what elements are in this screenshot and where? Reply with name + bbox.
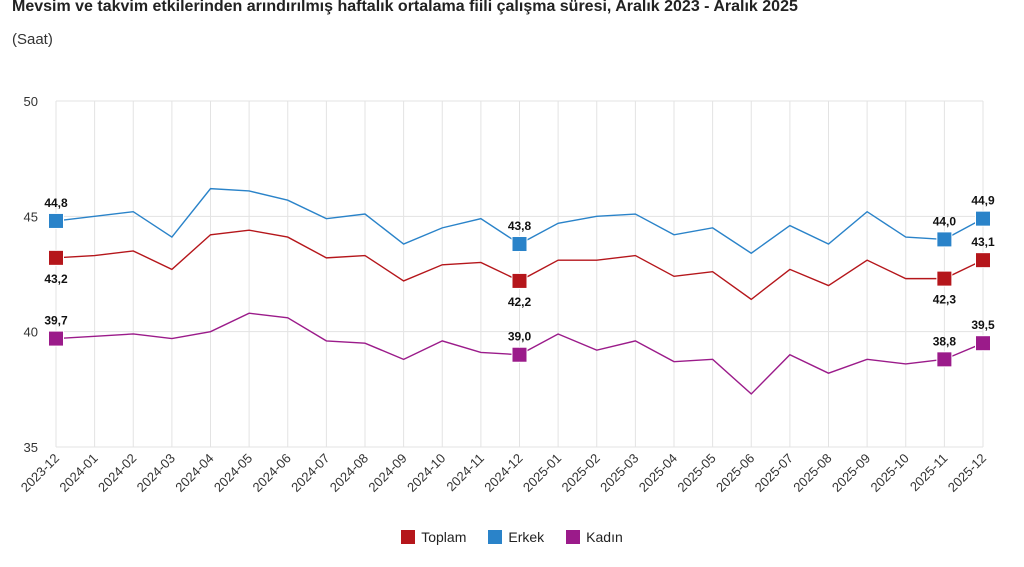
data-label: 43,8 — [508, 219, 532, 233]
data-label: 42,3 — [933, 293, 957, 307]
y-tick-label: 40 — [24, 325, 38, 340]
data-label: 39,7 — [44, 314, 68, 328]
data-label: 39,0 — [508, 330, 532, 344]
x-tick-label: 2025-03 — [597, 451, 641, 495]
legend-swatch — [488, 530, 503, 544]
x-tick-label: 2025-06 — [713, 451, 757, 495]
x-tick-label: 2025-05 — [674, 451, 718, 495]
x-tick-label: 2024-05 — [211, 451, 255, 495]
x-tick-label: 2025-04 — [636, 451, 680, 495]
marker-kadın — [975, 335, 991, 352]
data-label: 43,2 — [44, 272, 68, 286]
marker-toplam — [48, 249, 64, 266]
x-tick-label: 2024-07 — [288, 451, 332, 495]
data-label: 42,2 — [508, 295, 532, 309]
x-tick-label: 2025-12 — [945, 451, 989, 495]
chart-title: Mevsim ve takvim etkilerinden arındırılm… — [12, 0, 798, 15]
data-label: 39,5 — [971, 318, 995, 332]
x-tick-label: 2023-12 — [18, 451, 62, 495]
y-tick-label: 50 — [24, 94, 38, 109]
y-tick-label: 35 — [24, 440, 38, 455]
x-tick-label: 2025-07 — [752, 451, 796, 495]
legend-swatch — [566, 530, 581, 544]
marker-erkek — [936, 231, 953, 248]
chart-subtitle: (Saat) — [12, 31, 53, 48]
legend-item-toplam[interactable]: Toplam — [401, 529, 466, 545]
x-tick-label: 2024-10 — [404, 451, 448, 495]
legend-swatch — [401, 530, 416, 544]
x-tick-label: 2025-11 — [907, 451, 951, 495]
marker-toplam — [975, 252, 991, 269]
data-label: 44,8 — [44, 196, 68, 210]
marker-erkek — [48, 212, 64, 229]
x-tick-label: 2024-09 — [365, 451, 409, 495]
x-tick-label: 2024-12 — [481, 451, 525, 495]
x-tick-label: 2024-02 — [95, 451, 139, 495]
x-tick-label: 2024-01 — [56, 451, 100, 495]
data-label: 44,0 — [933, 214, 957, 228]
marker-erkek — [511, 236, 528, 253]
legend-item-kadın[interactable]: Kadın — [566, 529, 623, 545]
x-tick-label: 2025-08 — [790, 451, 834, 495]
x-tick-label: 2025-01 — [520, 451, 564, 495]
marker-toplam — [936, 270, 953, 287]
x-tick-label: 2024-11 — [443, 451, 487, 495]
x-tick-label: 2025-09 — [829, 451, 873, 495]
legend-label: Kadın — [586, 529, 623, 545]
marker-erkek — [975, 210, 991, 227]
legend-label: Erkek — [508, 529, 545, 545]
marker-toplam — [511, 272, 528, 289]
marker-kadın — [511, 346, 528, 363]
data-label: 44,9 — [971, 194, 995, 208]
legend-label: Toplam — [421, 529, 467, 545]
x-tick-label: 2024-08 — [327, 451, 371, 495]
data-label: 43,1 — [971, 235, 995, 249]
x-tick-label: 2024-04 — [172, 451, 216, 495]
legend: Toplam Erkek Kadın — [0, 529, 1024, 545]
marker-kadın — [936, 351, 953, 368]
x-tick-label: 2024-03 — [134, 451, 178, 495]
x-tick-label: 2024-06 — [250, 451, 294, 495]
legend-item-erkek[interactable]: Erkek — [488, 529, 544, 545]
y-tick-label: 45 — [24, 209, 38, 224]
x-tick-label: 2025-10 — [868, 451, 912, 495]
marker-kadın — [48, 330, 64, 347]
data-label: 38,8 — [933, 334, 957, 348]
x-tick-label: 2025-02 — [559, 451, 603, 495]
